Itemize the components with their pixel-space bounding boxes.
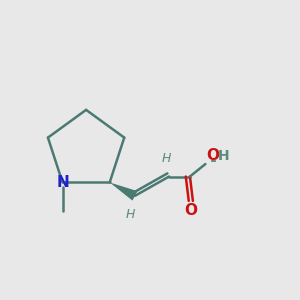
Text: H: H xyxy=(126,208,135,221)
Text: O: O xyxy=(207,148,220,163)
Text: H: H xyxy=(218,149,230,163)
Text: O: O xyxy=(184,203,197,218)
Polygon shape xyxy=(110,182,137,201)
Text: N: N xyxy=(56,175,69,190)
Text: H: H xyxy=(161,152,171,165)
